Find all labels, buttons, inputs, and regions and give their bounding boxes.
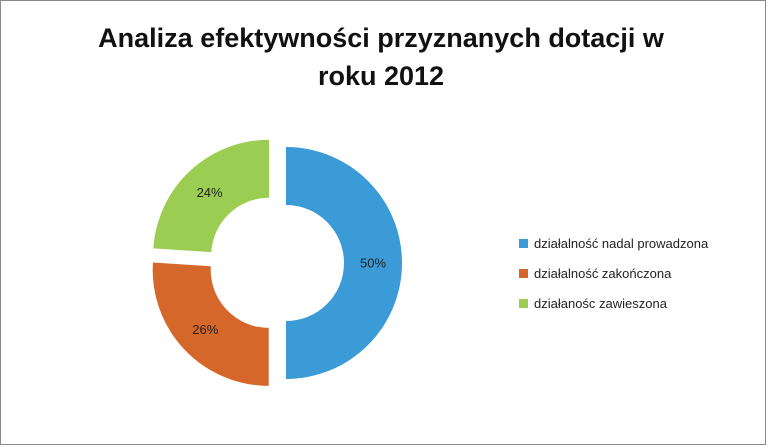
legend-label: działalność zakończona [534,265,672,281]
donut-slice [152,262,269,386]
legend-item: działanośc zawieszona [519,288,764,318]
legend-item: działalność zakończona [519,258,764,288]
chart-title: Analiza efektywności przyznanych dotacji… [98,23,664,91]
legend-swatch [519,268,528,278]
legend-swatch [519,238,528,248]
slice-data-label: 26% [192,322,218,337]
legend-label: działanośc zawieszona [534,295,667,311]
slice-data-label: 24% [197,185,223,200]
donut-slice [153,139,270,253]
donut-slice [286,147,402,379]
slice-data-label: 50% [360,256,386,271]
legend-label: działalność nadal prowadzona [534,235,709,251]
legend-item: działalność nadal prowadzona [519,228,764,258]
legend: działalność nadal prowadzona działalność… [519,228,764,318]
legend-swatch [519,298,528,308]
